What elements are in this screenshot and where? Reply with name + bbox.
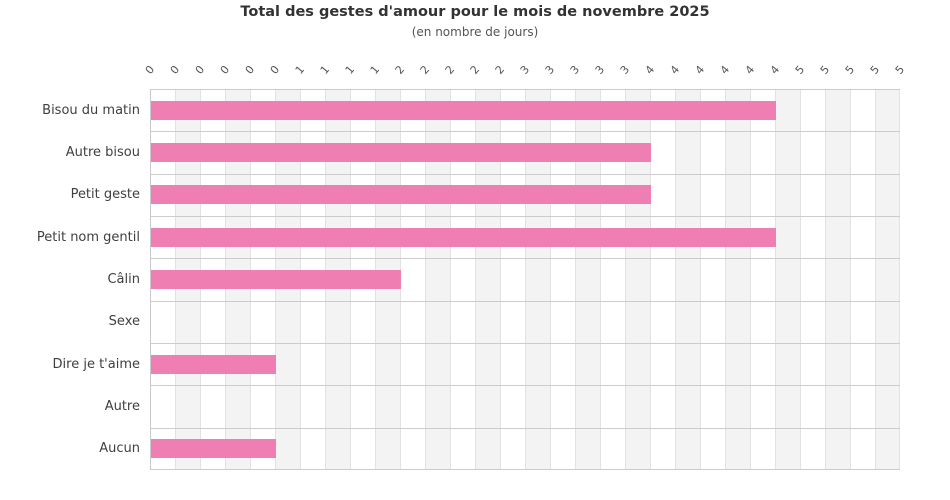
bar-petit-nom-gentil <box>151 227 776 247</box>
x-tick-label: 1 <box>292 63 308 77</box>
vertical-gridline <box>600 89 601 470</box>
category-label: Aucun <box>99 441 140 457</box>
bar-petit-geste <box>151 185 651 205</box>
horizontal-gridline <box>150 89 900 90</box>
column-stripe <box>775 89 800 470</box>
column-stripe <box>875 89 900 470</box>
horizontal-gridline <box>150 131 900 132</box>
vertical-gridline <box>800 89 801 470</box>
x-tick-label: 0 <box>242 63 258 77</box>
vertical-gridline <box>775 89 776 470</box>
column-stripe <box>675 89 700 470</box>
bar-dire-je-t-aime <box>151 354 276 374</box>
category-axis-labels: Bisou du matin Autre bisou Petit geste Peti… <box>0 89 140 470</box>
category-label: Autre <box>104 398 140 414</box>
vertical-gridline <box>700 89 701 470</box>
plot-area <box>150 89 900 470</box>
x-tick-label: 2 <box>442 63 458 77</box>
x-tick-label: 5 <box>842 63 858 77</box>
x-tick-label: 0 <box>217 63 233 77</box>
vertical-gridline <box>650 89 651 470</box>
horizontal-gridline <box>150 385 900 386</box>
horizontal-gridline <box>150 301 900 302</box>
x-tick-label: 5 <box>867 63 883 77</box>
horizontal-gridline <box>150 343 900 344</box>
x-tick-label: 2 <box>467 63 483 77</box>
chart-subtitle: (en nombre de jours) <box>411 25 539 39</box>
bar-calin <box>151 270 401 289</box>
x-tick-label: 4 <box>767 63 783 77</box>
chart-title: Total des gestes d'amour pour le mois de… <box>240 4 710 20</box>
x-tick-label: 3 <box>617 63 633 77</box>
vertical-gridline <box>675 89 676 470</box>
bar-autre-bisou <box>151 143 651 162</box>
vertical-gridline <box>475 89 476 470</box>
x-tick-label: 0 <box>142 63 158 77</box>
vertical-gridline <box>850 89 851 470</box>
vertical-gridline <box>450 89 451 470</box>
vertical-gridline <box>750 89 751 470</box>
x-tick-label: 2 <box>492 63 508 77</box>
category-label: Petit nom gentil <box>36 229 140 245</box>
x-tick-label: 5 <box>817 63 833 77</box>
x-tick-label: 4 <box>667 63 683 77</box>
category-label: Dire je t'aime <box>52 356 140 372</box>
horizontal-gridline <box>150 428 900 429</box>
category-label: Autre bisou <box>65 144 140 160</box>
vertical-gridline <box>725 89 726 470</box>
column-stripe <box>825 89 850 470</box>
horizontal-gridline <box>150 258 900 259</box>
x-tick-label: 3 <box>567 63 583 77</box>
vertical-gridline <box>899 89 900 470</box>
vertical-gridline <box>425 89 426 470</box>
vertical-gridline <box>625 89 626 470</box>
vertical-gridline <box>550 89 551 470</box>
horizontal-gridline <box>150 216 900 217</box>
x-tick-label: 3 <box>592 63 608 77</box>
x-tick-label: 4 <box>692 63 708 77</box>
x-tick-label: 4 <box>642 63 658 77</box>
x-tick-label: 2 <box>392 63 408 77</box>
x-tick-label: 0 <box>167 63 183 77</box>
x-tick-label: 1 <box>317 63 333 77</box>
x-tick-label: 1 <box>367 63 383 77</box>
x-tick-label: 4 <box>742 63 758 77</box>
vertical-gridline <box>525 89 526 470</box>
bar-aucun <box>151 439 276 459</box>
x-tick-label: 4 <box>717 63 733 77</box>
x-tick-label: 0 <box>192 63 208 77</box>
x-tick-label: 3 <box>542 63 558 77</box>
category-label: Bisou du matin <box>42 102 140 118</box>
category-label: Sexe <box>108 314 140 330</box>
x-tick-label: 3 <box>517 63 533 77</box>
x-tick-label: 5 <box>892 63 908 77</box>
vertical-gridline <box>500 89 501 470</box>
x-tick-label: 2 <box>417 63 433 77</box>
x-tick-label: 1 <box>342 63 358 77</box>
bar-bisou-du-matin <box>151 100 776 120</box>
x-tick-label: 0 <box>267 63 283 77</box>
horizontal-gridline <box>150 469 900 470</box>
horizontal-gridline <box>150 174 900 175</box>
x-tick-label: 5 <box>792 63 808 77</box>
category-label: Petit geste <box>70 187 140 203</box>
vertical-gridline <box>575 89 576 470</box>
vertical-gridline <box>825 89 826 470</box>
vertical-gridline <box>875 89 876 470</box>
category-label: Câlin <box>107 271 140 287</box>
y-axis-line <box>150 89 151 470</box>
column-stripe <box>725 89 750 470</box>
